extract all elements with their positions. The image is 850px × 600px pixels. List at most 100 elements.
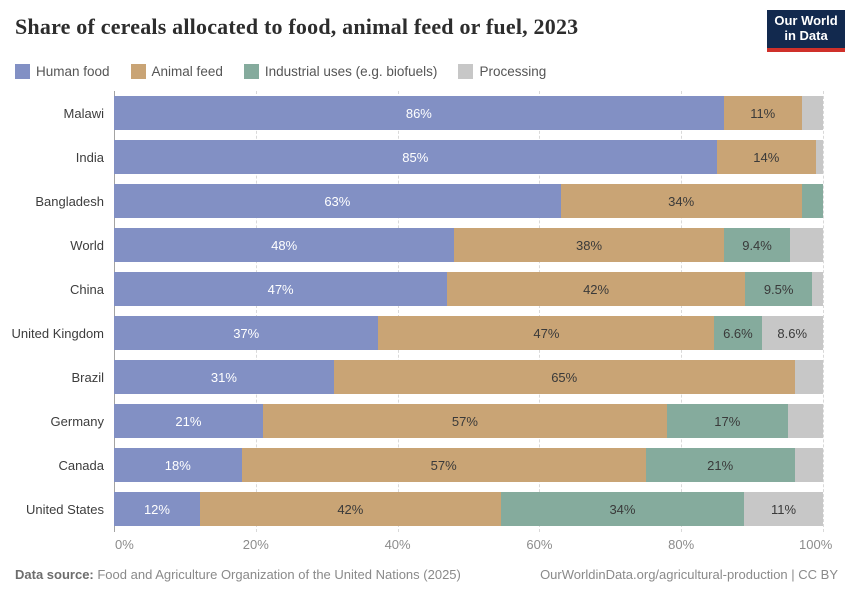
gridline bbox=[255, 91, 257, 532]
gridline bbox=[397, 91, 399, 532]
bar-segment[interactable]: 11% bbox=[744, 492, 823, 526]
credit-link[interactable]: OurWorldinData.org/agricultural-producti… bbox=[540, 567, 838, 582]
bar-segment[interactable]: 34% bbox=[500, 492, 745, 526]
bar-segment[interactable]: 63% bbox=[114, 184, 561, 218]
bar-row: Bangladesh 63% 34% bbox=[0, 179, 850, 223]
bar-row: India 85% 14% bbox=[0, 135, 850, 179]
bar-segment[interactable]: 31% bbox=[114, 360, 334, 394]
bar-segment[interactable]: 21% bbox=[645, 448, 795, 482]
legend-item-2[interactable]: Industrial uses (e.g. biofuels) bbox=[243, 64, 438, 79]
x-tick-label: 80% bbox=[668, 537, 695, 552]
bar-segment[interactable]: 11% bbox=[723, 96, 802, 130]
bar-segment-label: 38% bbox=[576, 237, 603, 253]
y-axis-line bbox=[114, 91, 115, 532]
bar-segment[interactable]: 48% bbox=[114, 228, 455, 262]
bar-track: 12% 42% 34% 11% bbox=[114, 492, 823, 526]
bar-segment[interactable] bbox=[812, 272, 823, 306]
bar-segment[interactable]: 12% bbox=[114, 492, 200, 526]
bar-segment-label: 42% bbox=[583, 281, 610, 297]
page-title: Share of cereals allocated to food, anim… bbox=[15, 14, 579, 39]
bar-segment[interactable]: 65% bbox=[333, 360, 795, 394]
footer: Data source: Food and Agriculture Organi… bbox=[15, 567, 838, 582]
owid-logo-line1: Our World bbox=[774, 13, 838, 28]
bar-segment-label: 6.6% bbox=[723, 325, 753, 341]
bar-track: 85% 14% bbox=[114, 140, 823, 174]
legend-item-1[interactable]: Animal feed bbox=[130, 64, 223, 79]
gridline bbox=[823, 91, 824, 532]
bar-segment-label: 63% bbox=[324, 193, 351, 209]
bar-segment-label: 65% bbox=[551, 369, 578, 385]
bar-segment-label: 47% bbox=[533, 325, 560, 341]
row-label: Germany bbox=[50, 413, 104, 429]
legend-item-3[interactable]: Processing bbox=[458, 64, 546, 79]
bar-segment-label: 17% bbox=[714, 413, 741, 429]
row-label: United Kingdom bbox=[11, 325, 105, 341]
bar-row: World 48% 38% 9.4% bbox=[0, 223, 850, 267]
bar-segment[interactable]: 9.4% bbox=[723, 228, 791, 262]
bar-segment-label: 12% bbox=[143, 501, 170, 517]
bar-segment[interactable]: 85% bbox=[114, 140, 717, 174]
bar-segment[interactable] bbox=[801, 96, 823, 130]
legend-item-0[interactable]: Human food bbox=[15, 64, 110, 79]
x-tick-label: 100% bbox=[799, 537, 833, 552]
bar-segment[interactable]: 42% bbox=[447, 272, 745, 306]
data-source-text: Food and Agriculture Organization of the… bbox=[93, 567, 461, 582]
legend: Human food Animal feed Industrial uses (e.… bbox=[15, 64, 546, 79]
bar-segment-label: 48% bbox=[271, 237, 298, 253]
bar-segment[interactable]: 14% bbox=[716, 140, 816, 174]
bar-track: 18% 57% 21% bbox=[114, 448, 823, 482]
bar-segment-label: 21% bbox=[707, 457, 734, 473]
bar-track: 47% 42% 9.5% bbox=[114, 272, 823, 306]
bar-segment[interactable]: 6.6% bbox=[714, 316, 762, 350]
bar-segment[interactable]: 42% bbox=[199, 492, 501, 526]
bar-segment[interactable]: 9.5% bbox=[744, 272, 813, 306]
bar-row: Malawi 86% 11% bbox=[0, 91, 850, 135]
bar-segment[interactable] bbox=[794, 448, 823, 482]
bar-segment[interactable]: 37% bbox=[114, 316, 379, 350]
bar-segment-label: 8.6% bbox=[777, 325, 808, 341]
legend-swatch-icon bbox=[130, 64, 146, 79]
bar-segment-label: 47% bbox=[267, 281, 294, 297]
legend-label: Animal feed bbox=[151, 64, 223, 79]
legend-swatch-icon bbox=[243, 64, 259, 79]
bar-segment[interactable]: 34% bbox=[560, 184, 802, 218]
bar-segment[interactable]: 47% bbox=[378, 316, 715, 350]
x-tick-label: 20% bbox=[242, 537, 269, 552]
owid-logo-red-bar bbox=[767, 48, 845, 52]
bar-segment[interactable]: 17% bbox=[667, 404, 788, 438]
bar-segment[interactable] bbox=[790, 228, 823, 262]
row-label: Brazil bbox=[71, 369, 104, 385]
legend-swatch-icon bbox=[15, 64, 30, 79]
bar-segment-label: 34% bbox=[668, 193, 695, 209]
bar-segment-label: 85% bbox=[402, 149, 429, 165]
bar-row: United Kingdom 37% 47% 6.6% 8.6% bbox=[0, 311, 850, 355]
bar-segment[interactable]: 47% bbox=[114, 272, 448, 306]
bar-segment[interactable]: 21% bbox=[114, 404, 263, 438]
legend-label: Industrial uses (e.g. biofuels) bbox=[264, 64, 438, 79]
bar-segment-label: 31% bbox=[210, 369, 237, 385]
bar-segment[interactable]: 57% bbox=[262, 404, 667, 438]
row-label: United States bbox=[25, 501, 104, 517]
bar-segment[interactable]: 86% bbox=[114, 96, 724, 130]
bar-segment[interactable]: 8.6% bbox=[761, 316, 823, 350]
owid-logo[interactable]: Our World in Data bbox=[767, 10, 845, 52]
bar-track: 48% 38% 9.4% bbox=[114, 228, 823, 262]
bar-segment-label: 86% bbox=[405, 105, 432, 121]
bar-segment-label: 9.5% bbox=[763, 281, 794, 297]
row-label: India bbox=[75, 149, 104, 165]
bar-track: 37% 47% 6.6% 8.6% bbox=[114, 316, 823, 350]
bar-track: 21% 57% 17% bbox=[114, 404, 823, 438]
bar-segment[interactable] bbox=[787, 404, 823, 438]
bar-row: China 47% 42% 9.5% bbox=[0, 267, 850, 311]
bar-segment[interactable]: 18% bbox=[114, 448, 242, 482]
bar-segment[interactable]: 57% bbox=[241, 448, 646, 482]
bar-segment[interactable]: 38% bbox=[454, 228, 724, 262]
bar-segment-label: 21% bbox=[175, 413, 202, 429]
bar-segment[interactable] bbox=[801, 184, 823, 218]
legend-label: Processing bbox=[479, 64, 547, 79]
row-label: Bangladesh bbox=[35, 193, 104, 209]
bar-segment[interactable] bbox=[815, 140, 823, 174]
bar-segment[interactable] bbox=[794, 360, 823, 394]
bar-row: Canada 18% 57% 21% bbox=[0, 443, 850, 487]
